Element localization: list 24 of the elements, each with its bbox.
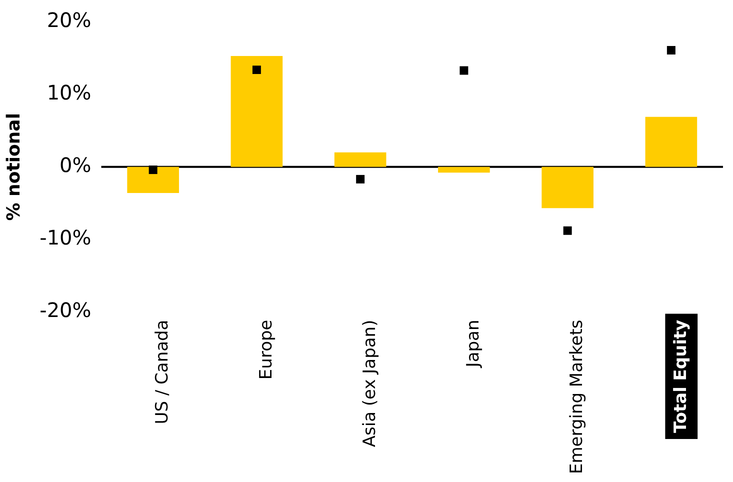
y-axis-title: % notional (3, 113, 24, 221)
y-tick-label: 20% (46, 8, 92, 32)
y-tick-label: 0% (60, 153, 92, 178)
x-tick-label: Emerging Markets (567, 320, 588, 474)
bar (230, 56, 283, 167)
point (563, 226, 572, 235)
y-tick-label: -10% (40, 226, 92, 250)
x-tick-label: Total Equity (670, 320, 691, 434)
point (148, 166, 158, 174)
x-tick-label: Japan (464, 320, 484, 368)
y-tick-label: 10% (46, 80, 92, 105)
bar (127, 166, 179, 193)
x-tick-label: Asia (ex Japan) (360, 320, 380, 448)
y-tick-label: -20% (40, 298, 92, 322)
bar (542, 166, 594, 208)
point (666, 46, 676, 54)
point (252, 66, 261, 74)
point (460, 66, 468, 75)
bar (334, 152, 386, 167)
x-tick-label: Europe (256, 320, 276, 380)
point (356, 174, 365, 184)
bar (438, 166, 490, 173)
x-tick-label: US / Canada (152, 320, 173, 424)
bar (645, 116, 698, 167)
